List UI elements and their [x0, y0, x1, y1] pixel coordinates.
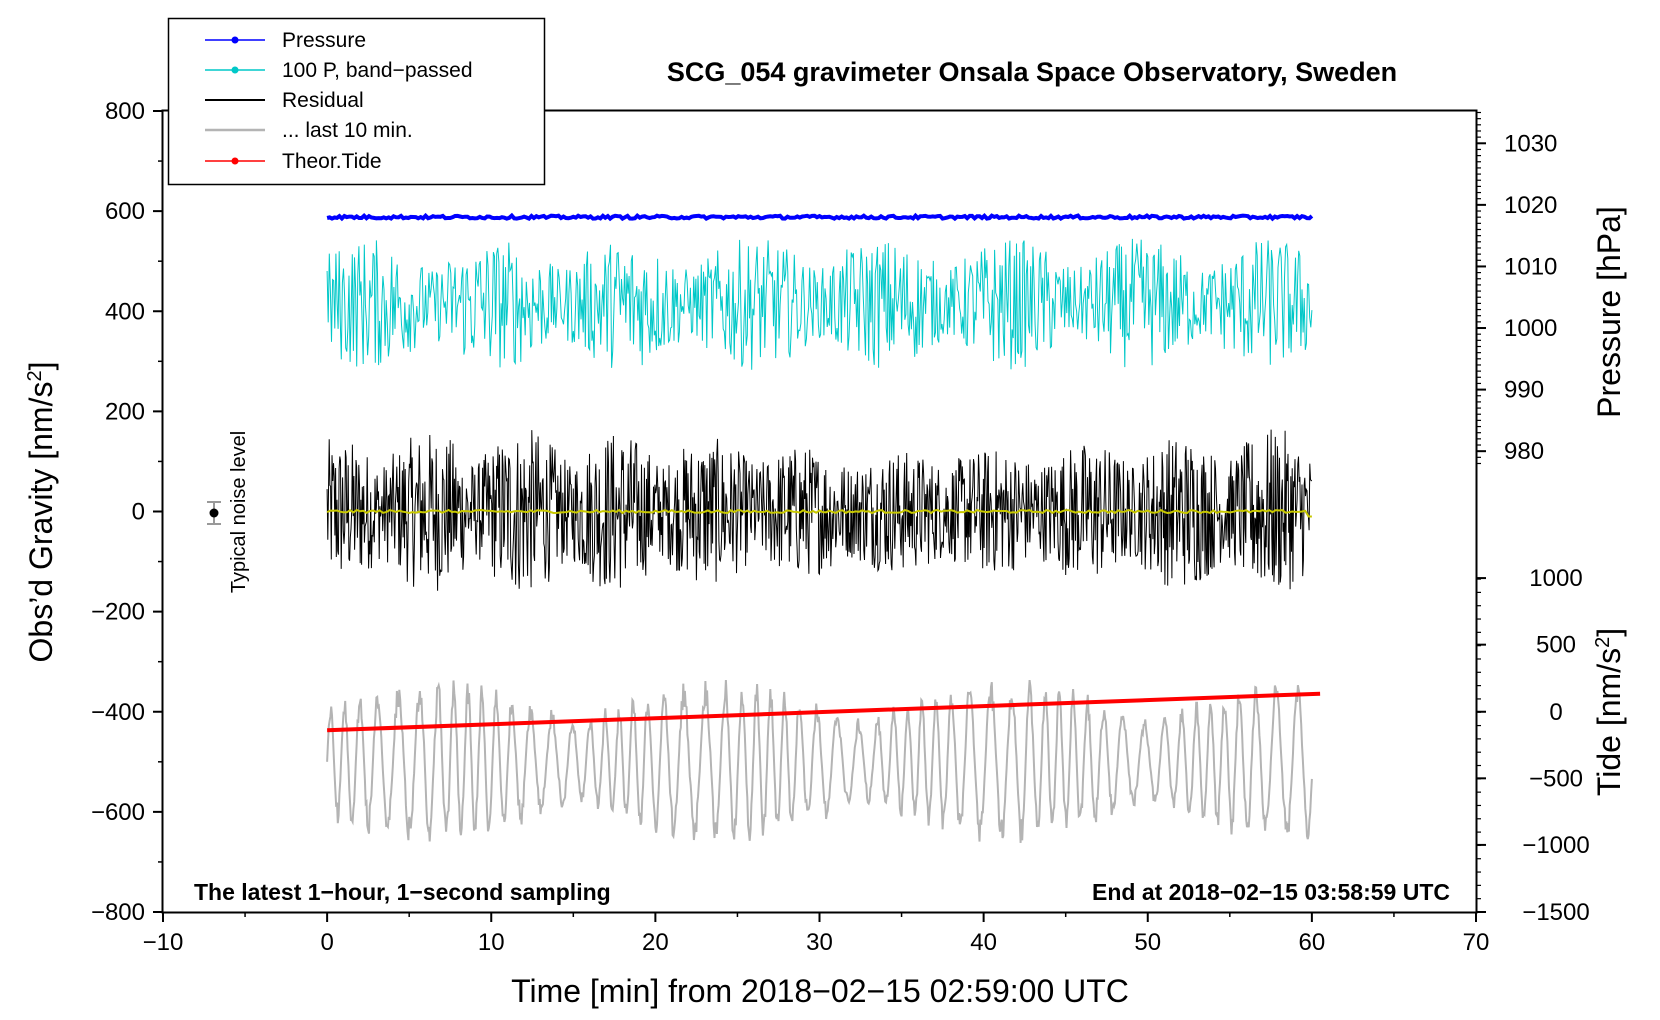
- y-axis-title-left-base: Obs’d Gravity [nm/s: [23, 382, 59, 663]
- legend-label-theor-tide: Theor.Tide: [282, 150, 382, 173]
- y-tick-label-4: 0: [132, 499, 145, 526]
- y-tick-label-6: −400: [91, 699, 145, 726]
- y-axis-title-left: Obs’d Gravity [nm/s2]: [23, 362, 59, 663]
- legend-label-pressure: Pressure: [282, 29, 366, 52]
- series-pressure: [326, 212, 1314, 222]
- y-axis-title-pressure: Pressure [hPa]: [1591, 206, 1627, 418]
- y-tick-label-0: 800: [105, 98, 145, 125]
- legend-item-pressure: Pressure: [205, 29, 366, 52]
- legend-dot-pressure: [231, 36, 239, 44]
- series-last-10-min: [326, 679, 1313, 843]
- pressure-tick-label-5: 980: [1504, 438, 1544, 465]
- y-axis-ticks: 800 600 400 200 0 −200 −400 −600 −800: [91, 98, 163, 926]
- tide-tick-label-4: −1000: [1522, 832, 1589, 859]
- legend-box: [167, 17, 546, 186]
- x-tick-label-1: 0: [320, 929, 333, 956]
- y-tick-label-5: −200: [91, 599, 145, 626]
- legend-dot-theor-tide: [231, 157, 239, 165]
- legend-label-residual: Residual: [282, 89, 364, 112]
- annotation-sampling: The latest 1−hour, 1−second sampling: [194, 879, 611, 905]
- series-residual: [326, 429, 1313, 591]
- pressure-tick-label-2: 1010: [1504, 253, 1557, 280]
- series-band-passed-pressure: [326, 238, 1313, 370]
- legend-dot-band-passed: [231, 66, 239, 74]
- legend: Pressure 100 P, band−passed Residual ...…: [167, 17, 546, 186]
- x-tick-label-8: 70: [1463, 929, 1490, 956]
- x-tick-label-7: 60: [1299, 929, 1326, 956]
- x-axis-ticks: −10 0 10 20 30 40 50 60 70: [143, 912, 1490, 956]
- legend-label-band-passed: 100 P, band−passed: [282, 59, 473, 82]
- y-axis-title-left-close: ]: [23, 362, 59, 371]
- chart-title: SCG_054 gravimeter Onsala Space Observat…: [667, 57, 1397, 87]
- y-axis-title-left-sup: 2: [24, 370, 46, 381]
- legend-item-band-passed: 100 P, band−passed: [205, 59, 473, 82]
- y-axis-title-tide-base: Tide [nm/s: [1591, 648, 1627, 796]
- pressure-tick-label-0: 1030: [1504, 130, 1557, 157]
- legend-label-last-10-min: ... last 10 min.: [282, 119, 413, 142]
- y-tick-label-1: 600: [105, 198, 145, 225]
- tide-tick-label-5: −1500: [1522, 899, 1589, 926]
- x-tick-label-2: 10: [478, 929, 505, 956]
- y-axis-title-tide-sup: 2: [1592, 637, 1614, 648]
- legend-item-last-10-min: ... last 10 min.: [205, 119, 413, 142]
- x-tick-label-6: 50: [1134, 929, 1161, 956]
- pressure-tick-label-3: 1000: [1504, 315, 1557, 342]
- legend-item-residual: Residual: [205, 89, 364, 112]
- tide-tick-label-3: −500: [1529, 765, 1583, 792]
- y-tick-label-7: −600: [91, 799, 145, 826]
- series-residual-mean: [326, 508, 1312, 518]
- y-axis-title-tide-close: ]: [1591, 628, 1627, 637]
- x-axis-title: Time [min] from 2018−02−15 02:59:00 UTC: [511, 973, 1129, 1009]
- tide-tick-label-1: 500: [1536, 632, 1576, 659]
- y-tick-label-3: 200: [105, 398, 145, 425]
- y-axis-title-tide: Tide [nm/s2]: [1591, 628, 1627, 796]
- x-tick-label-4: 30: [806, 929, 833, 956]
- pressure-tick-label-4: 990: [1504, 377, 1544, 404]
- x-tick-label-5: 40: [970, 929, 997, 956]
- tide-axis-ticks: 1000 500 0 −500 −1000 −1500: [1476, 565, 1590, 926]
- legend-item-theor-tide: Theor.Tide: [205, 150, 382, 173]
- x-tick-label-3: 20: [642, 929, 669, 956]
- pressure-tick-label-1: 1020: [1504, 192, 1557, 219]
- y-tick-label-8: −800: [91, 899, 145, 926]
- noise-label: Typical noise level: [228, 431, 250, 593]
- noise-marker: Typical noise level: [207, 431, 250, 593]
- y-tick-label-2: 400: [105, 298, 145, 325]
- x-tick-label-0: −10: [143, 929, 184, 956]
- tide-tick-label-0: 1000: [1529, 565, 1582, 592]
- tide-tick-label-2: 0: [1549, 699, 1562, 726]
- pressure-axis-ticks: 1030 1020 1010 1000 990 980: [1476, 111, 1557, 465]
- series-layer: [326, 212, 1321, 843]
- noise-point: [209, 508, 219, 518]
- series-theor-tide: [327, 691, 1321, 733]
- annotation-end-time: End at 2018−02−15 03:58:59 UTC: [1092, 879, 1450, 905]
